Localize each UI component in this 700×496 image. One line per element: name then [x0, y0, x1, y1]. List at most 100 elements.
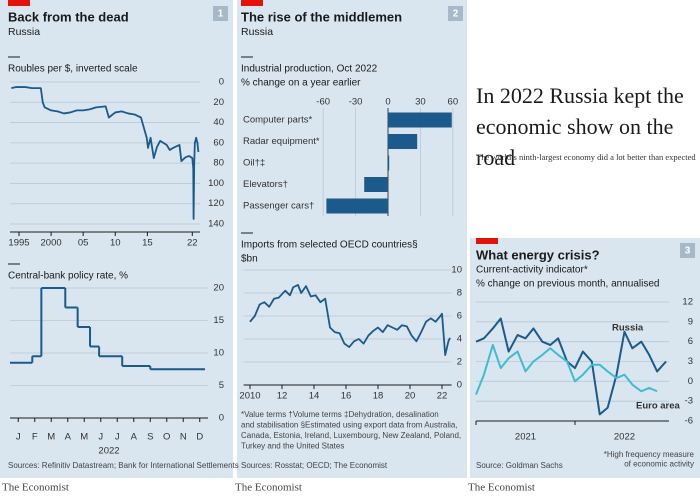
source: Source: Goldman Sachs [476, 461, 563, 470]
x-tick-label: A [131, 432, 138, 443]
x-tick-label: S [147, 432, 153, 443]
y-tick-label: 9 [688, 316, 693, 327]
y-tick-label: 0 [457, 380, 462, 391]
x-axis-label: 2022 [98, 446, 119, 457]
bar [326, 198, 388, 214]
x-tick-label: F [32, 432, 38, 443]
x-tick-label: J [98, 432, 103, 443]
brand: The Economist [468, 482, 535, 494]
x-tick-label: -30 [349, 97, 363, 108]
x-tick-label: 18 [373, 391, 384, 402]
category-label: Oil†‡ [243, 158, 265, 169]
y-tick-label: 40 [213, 117, 224, 128]
x-tick-label: 30 [415, 97, 426, 108]
category-label: Computer parts* [243, 115, 312, 126]
source: Sources: Refinitiv Datastream; Bank for … [8, 461, 239, 470]
y-tick-label: 0 [688, 376, 693, 387]
red-tag [8, 0, 30, 6]
chart-title: Industrial production, Oct 2022 [241, 64, 378, 75]
y-tick-label: 6 [457, 311, 462, 322]
y-tick-label: 100 [208, 178, 224, 189]
chart-title: Imports from selected OECD countries§ [241, 240, 418, 251]
panel-title: Back from the dead [8, 9, 129, 24]
x-tick-label: D [196, 432, 203, 443]
red-tag [241, 0, 263, 6]
red-tag [476, 238, 498, 244]
series-line [11, 86, 200, 220]
y-tick-label: 0 [219, 413, 224, 424]
y-tick-label: 0 [219, 77, 224, 88]
y-tick-label: 120 [208, 198, 224, 209]
panel-title: The rise of the middlemen [241, 9, 402, 24]
bar [388, 112, 452, 128]
y-tick-label: 20 [213, 283, 224, 294]
footnote: Canada, Estonia, Ireland, Luxembourg, Ne… [241, 431, 461, 440]
x-tick-label: M [47, 432, 55, 443]
y-tick-label: 10 [213, 348, 224, 359]
x-tick-label: 10 [110, 238, 121, 249]
bar [388, 134, 418, 149]
y-axis-label: $bn [241, 254, 258, 265]
chart-title: Current-activity indicator* [476, 265, 588, 276]
bar [364, 177, 388, 192]
y-tick-label: 2 [457, 357, 462, 368]
x-tick-label: M [80, 432, 88, 443]
subheadline: The world’s ninth-largest economy did a … [476, 152, 696, 162]
footnote: *Value terms †Volume terms ‡Dehydration,… [241, 410, 439, 419]
panel-number: 2 [453, 9, 459, 20]
series-line [475, 317, 667, 416]
bar [388, 155, 390, 171]
series-line [249, 284, 451, 356]
panel-title: What energy crisis? [476, 247, 600, 262]
footnote: of economic activity [624, 460, 694, 469]
headline: In 2022 Russia kept the economic show on… [476, 83, 684, 170]
x-tick-label: 60 [448, 97, 459, 108]
panel-number: 1 [218, 9, 224, 20]
x-tick-label: 14 [309, 391, 320, 402]
x-tick-label: 0 [385, 97, 390, 108]
y-tick-label: 5 [219, 380, 224, 391]
y-tick-label: -3 [685, 396, 693, 407]
x-tick-label: 2010 [239, 391, 260, 402]
x-tick-label: 20 [405, 391, 416, 402]
category-label: Radar equipment* [243, 136, 320, 147]
y-tick-label: -6 [685, 416, 693, 427]
x-tick-label: A [65, 432, 72, 443]
series-label: Russia [612, 323, 644, 334]
y-tick-label: 4 [457, 334, 462, 345]
x-tick-label: 22 [437, 391, 448, 402]
footnote: Turkey and the United States [241, 442, 344, 451]
x-tick-label: 2021 [515, 432, 536, 443]
source: Sources: Rosstat; OECD; The Economist [241, 461, 388, 470]
chart-title: Roubles per $, inverted scale [8, 64, 138, 75]
panel-background [237, 0, 467, 478]
category-label: Elevators† [243, 179, 288, 190]
series-line [475, 343, 658, 395]
y-tick-label: 80 [213, 158, 224, 169]
x-tick-label: 22 [187, 238, 198, 249]
category-label: Passenger cars† [243, 201, 314, 212]
panel-background [0, 0, 233, 478]
x-tick-label: 2022 [614, 432, 635, 443]
x-tick-label: J [16, 432, 21, 443]
panel-number: 3 [685, 246, 691, 257]
panel-number-box [680, 243, 695, 258]
y-tick-label: 20 [213, 97, 224, 108]
x-tick-label: 16 [341, 391, 352, 402]
brand: The Economist [2, 482, 69, 494]
chart-subtitle: % change on previous month, annualised [476, 279, 659, 290]
series-label: Euro area [636, 401, 681, 412]
x-tick-label: 12 [277, 391, 288, 402]
brand: The Economist [235, 482, 302, 494]
y-tick-label: 8 [457, 288, 462, 299]
x-tick-label: 1995 [8, 238, 29, 249]
panel-number-box [213, 6, 228, 21]
panel-number-box [448, 6, 463, 21]
panel-subtitle: Russia [8, 26, 40, 38]
panel-subtitle: Russia [241, 26, 273, 38]
x-tick-label: J [115, 432, 120, 443]
x-tick-label: O [163, 432, 170, 443]
y-tick-label: 12 [682, 297, 693, 308]
x-tick-label: 15 [142, 238, 153, 249]
